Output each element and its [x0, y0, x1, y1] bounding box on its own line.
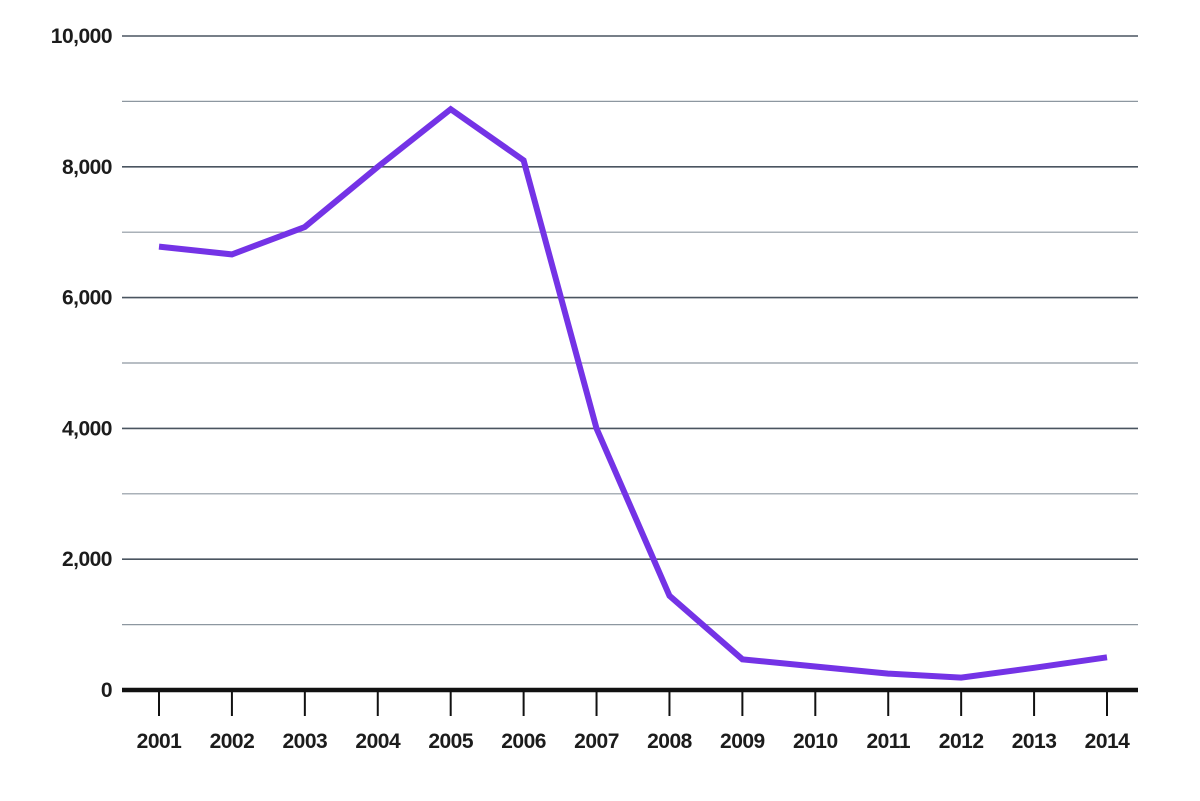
x-tick-label: 2005: [428, 730, 474, 753]
x-tick-label: 2014: [1085, 730, 1131, 753]
x-tick-label: 2012: [939, 730, 984, 753]
x-tick-label: 2007: [574, 730, 619, 753]
y-tick-label: 2,000: [62, 548, 112, 571]
x-tick-label: 2008: [647, 730, 693, 753]
x-tick-label: 2009: [720, 730, 765, 753]
y-tick-label: 8,000: [62, 156, 112, 179]
gridlines: [122, 35, 1138, 626]
y-axis-tick-labels: 0 2,000 4,000 6,000 8,000 10,000: [51, 25, 113, 702]
x-axis-tick-labels: 2001 2002 2003 2004 2005 2006 2007 2008 2009 2010…: [137, 730, 1131, 753]
x-tick-label: 2013: [1012, 730, 1057, 753]
y-tick-label: 0: [101, 679, 112, 702]
x-tick-label: 2001: [137, 730, 183, 753]
series-line: [158, 105, 1108, 681]
x-tick-label: 2006: [501, 730, 546, 753]
series-layer: [158, 105, 1108, 681]
x-tick-label: 2004: [355, 730, 401, 753]
x-tick-label: 2011: [866, 730, 910, 753]
y-tick-label: 6,000: [62, 287, 112, 310]
y-tick-label: 4,000: [62, 417, 112, 440]
x-tick-label: 2010: [793, 730, 838, 753]
x-tick-label: 2002: [210, 730, 255, 753]
x-tick-label: 2003: [282, 730, 327, 753]
x-axis: [122, 687, 1138, 716]
y-tick-label: 10,000: [51, 25, 112, 48]
